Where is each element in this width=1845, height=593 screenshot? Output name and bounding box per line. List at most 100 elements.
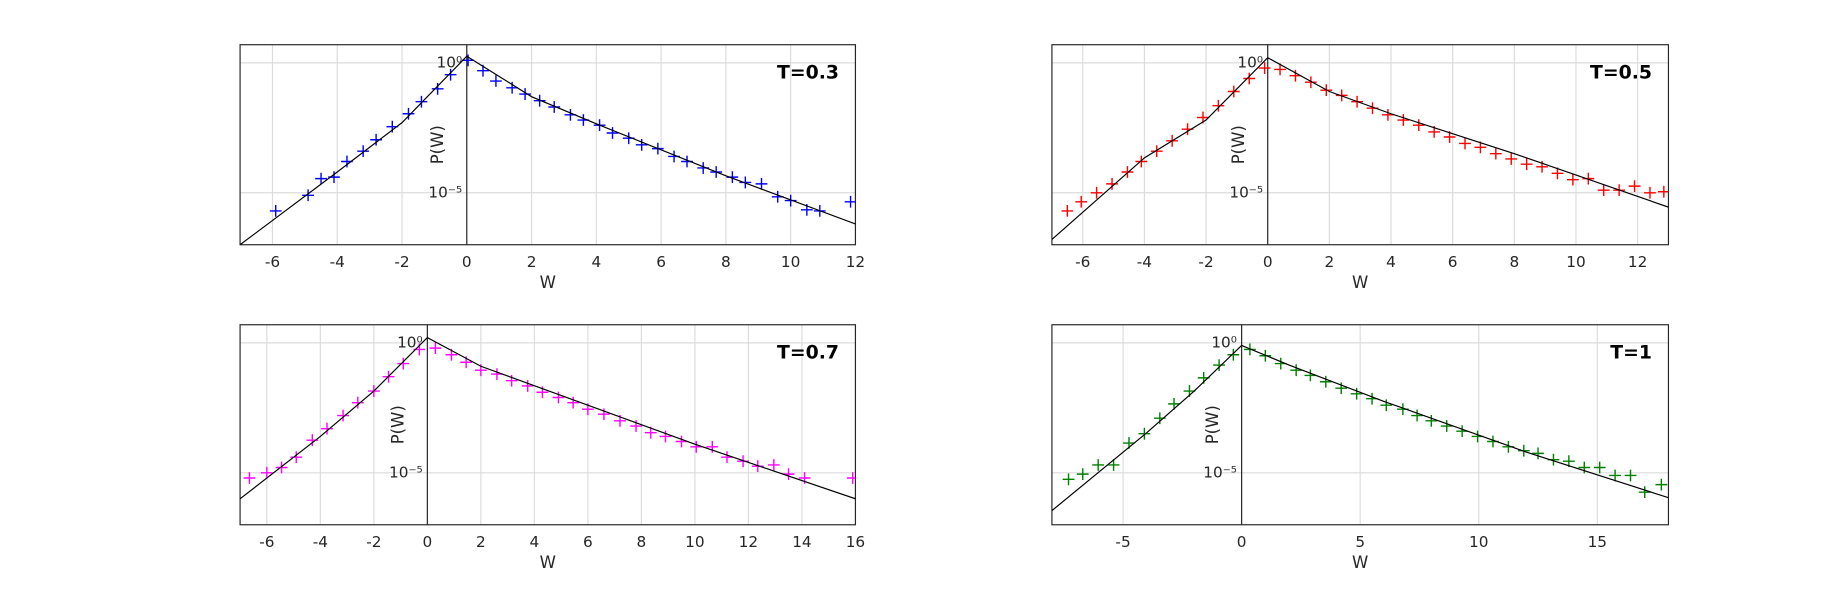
x-tick-label: 10 xyxy=(685,533,704,551)
data-point xyxy=(1168,397,1180,410)
x-tick-label: -4 xyxy=(330,253,345,271)
data-point xyxy=(1075,195,1088,208)
panel-title: T=0.3 xyxy=(777,62,839,83)
data-point xyxy=(1532,447,1544,460)
data-point xyxy=(260,466,273,479)
data-point xyxy=(357,145,370,158)
data-point xyxy=(1582,172,1595,185)
data-point xyxy=(844,195,856,208)
data-point xyxy=(1657,185,1669,198)
x-tick-label: 10 xyxy=(1469,533,1488,551)
data-point xyxy=(1138,427,1151,440)
data-point xyxy=(1107,459,1120,471)
x-tick-label: 4 xyxy=(591,253,601,271)
data-point xyxy=(462,54,474,67)
data-point xyxy=(1644,186,1656,199)
panel-title: T=1 xyxy=(1610,342,1652,363)
x-tick-label: -2 xyxy=(394,253,409,271)
x-tick-label: 10 xyxy=(1566,253,1585,271)
data-point xyxy=(798,472,811,484)
data-point xyxy=(846,472,856,484)
x-tick-label: 2 xyxy=(476,533,486,551)
y-axis-label: P(W) xyxy=(428,125,447,164)
fit-line xyxy=(1051,344,1669,512)
data-point xyxy=(1382,108,1394,121)
x-tick-label: 0 xyxy=(422,533,432,551)
x-tick-label: 6 xyxy=(1448,253,1458,271)
x-tick-label: 4 xyxy=(1386,253,1396,271)
data-point xyxy=(1474,141,1487,154)
subplot: -6 -4 -2 0 2 4 6 8 10 12 14 16 10⁻⁵ 10⁰ W P(W) T=0.7 xyxy=(239,324,865,572)
data-point xyxy=(567,396,580,409)
data-point xyxy=(1628,180,1641,193)
data-point xyxy=(1076,468,1089,480)
data-point xyxy=(767,459,780,471)
x-tick-label: 6 xyxy=(656,253,666,271)
y-tick-label: 10⁻⁵ xyxy=(1229,183,1263,201)
data-point xyxy=(1319,375,1332,388)
data-point xyxy=(1567,173,1579,186)
data-point xyxy=(1597,184,1610,197)
data-point xyxy=(505,374,518,387)
data-point xyxy=(1106,177,1118,190)
data-point xyxy=(644,426,657,439)
data-point xyxy=(351,396,364,409)
x-tick-label: -6 xyxy=(259,533,274,551)
data-point xyxy=(1061,205,1074,217)
data-point xyxy=(1304,369,1317,382)
x-tick-label: 2 xyxy=(1324,253,1334,271)
data-point xyxy=(630,420,642,432)
data-point xyxy=(521,380,534,392)
x-tick-label: 16 xyxy=(846,533,865,551)
data-point xyxy=(1520,158,1533,171)
y-tick-label: 10⁻⁵ xyxy=(389,463,423,481)
data-point xyxy=(1243,72,1256,85)
data-point xyxy=(302,189,314,202)
subplot: -6 -4 -2 0 2 4 6 8 10 12 10⁻⁵ 10⁰ W P(W) T=0.3 xyxy=(239,44,865,292)
x-tick-label: 12 xyxy=(1628,253,1647,271)
data-point xyxy=(321,422,333,435)
x-tick-label: -6 xyxy=(265,253,280,271)
plot-area xyxy=(240,54,856,245)
x-tick-label: -2 xyxy=(366,533,381,551)
data-point xyxy=(1335,382,1348,395)
y-tick-label: 10⁰ xyxy=(437,53,463,71)
data-point xyxy=(1609,469,1621,482)
data-point xyxy=(269,205,282,217)
x-tick-label: 4 xyxy=(530,533,540,551)
x-axis-label: W xyxy=(540,273,556,292)
x-tick-label: -4 xyxy=(313,533,328,551)
axes-box xyxy=(239,324,857,526)
x-tick-label: 6 xyxy=(583,533,593,551)
data-point xyxy=(1135,155,1148,168)
x-tick-label: -2 xyxy=(1198,253,1213,271)
data-point xyxy=(1624,469,1637,482)
data-point xyxy=(1562,455,1575,468)
data-point xyxy=(1489,147,1502,160)
y-axis-label: P(W) xyxy=(389,405,408,444)
x-tick-label: -6 xyxy=(1075,253,1090,271)
x-axis-label: W xyxy=(540,553,556,572)
panel-title: T=0.7 xyxy=(777,342,839,363)
data-point xyxy=(690,440,703,453)
data-point xyxy=(675,435,688,448)
data-point xyxy=(1258,62,1271,74)
data-point xyxy=(415,95,428,108)
axes-box xyxy=(239,44,857,246)
data-point xyxy=(1412,119,1425,132)
data-point xyxy=(548,101,561,113)
data-point xyxy=(337,409,349,422)
data-point xyxy=(1062,473,1075,486)
data-point xyxy=(1440,420,1453,432)
data-point xyxy=(784,194,797,207)
data-point xyxy=(1638,486,1651,499)
panel-title: T=0.5 xyxy=(1590,62,1652,83)
data-point xyxy=(1212,99,1225,112)
x-tick-label: -4 xyxy=(1137,253,1152,271)
data-point xyxy=(1350,387,1363,400)
axes-box xyxy=(1051,44,1670,246)
data-point xyxy=(1290,364,1303,377)
plot-area xyxy=(1051,56,1669,240)
x-tick-label: 12 xyxy=(739,533,758,551)
